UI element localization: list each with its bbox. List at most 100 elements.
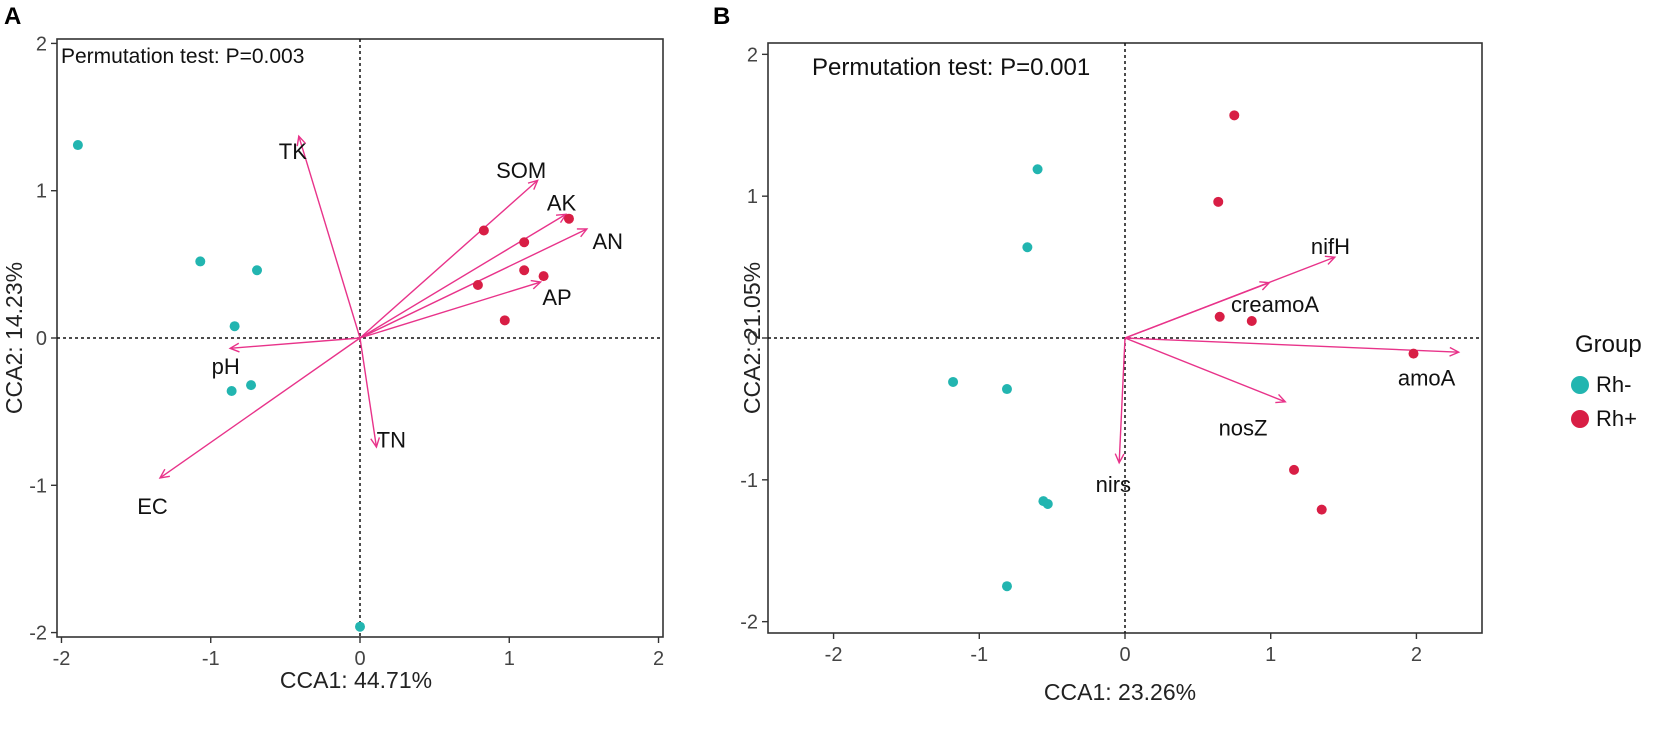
legend-label-rh-plus: Rh+ [1596, 406, 1637, 431]
vector-nosz-label-b: nosZ [1219, 415, 1268, 440]
y-tick-label-a: 2 [36, 33, 47, 55]
point-rh-plus-b [1316, 504, 1327, 515]
x-tick-label-a: 2 [653, 648, 664, 670]
permutation-test-label-b: Permutation test: P=0.001 [812, 54, 1090, 81]
vector-ap-a [359, 281, 541, 339]
vector-ph-a [230, 337, 361, 350]
point-rh-minus-b [1032, 164, 1043, 175]
vector-amoa-head-b [1449, 346, 1461, 357]
y-tick-label-a: -1 [29, 475, 47, 497]
vector-som-label-a: SOM [496, 158, 546, 183]
permutation-test-label-a: Permutation test: P=0.003 [61, 45, 304, 68]
vector-tk-label-a: TK [279, 139, 307, 164]
point-rh-plus-a [519, 237, 530, 248]
x-tick-label-a: -2 [53, 648, 71, 670]
point-rh-minus-b [1001, 581, 1012, 592]
vector-ak-label-a: AK [547, 190, 577, 215]
vector-amoa-b [1124, 337, 1459, 353]
point-rh-minus-b [1042, 498, 1053, 509]
vector-ph-head-a [228, 342, 240, 353]
point-rh-minus-b [948, 376, 959, 387]
point-rh-plus-a [478, 225, 489, 236]
vector-ak-head-a [555, 213, 568, 224]
point-rh-plus-b [1213, 196, 1224, 207]
legend-marker-rh-minus [1571, 376, 1589, 394]
vector-ec-head-a [158, 468, 170, 479]
point-rh-minus-a [229, 321, 240, 332]
point-rh-plus-a [519, 265, 530, 276]
point-rh-plus-a [499, 315, 510, 326]
point-rh-plus-b [1229, 110, 1240, 121]
point-rh-minus-a [252, 265, 263, 276]
x-tick-label-a: 1 [504, 648, 515, 670]
vector-nirs-label-b: nirs [1096, 472, 1131, 497]
point-rh-minus-b [1001, 384, 1012, 395]
y-axis-label-b: CCA2: 21.05% [739, 262, 765, 414]
vector-tn-a [359, 337, 378, 448]
point-rh-minus-a [355, 621, 365, 632]
x-tick-label-a: -1 [202, 648, 220, 670]
vector-ec-a [159, 337, 361, 479]
y-tick-label-b: -1 [740, 470, 758, 492]
vector-ak-a [359, 213, 567, 339]
vector-creamoa-b [1124, 282, 1270, 339]
vector-ap-label-a: AP [542, 285, 571, 310]
vector-som-a [359, 179, 539, 339]
point-rh-minus-b [1022, 242, 1033, 253]
point-rh-minus-a [195, 256, 206, 267]
vector-nirs-b [1118, 337, 1126, 463]
point-rh-minus-a [72, 140, 83, 151]
vector-amoa-label-b: amoA [1398, 366, 1456, 391]
vector-ap-head-a [530, 279, 543, 290]
vector-tn-label-a: TN [377, 428, 406, 453]
legend-label-rh-minus: Rh- [1596, 372, 1631, 397]
y-tick-label-a: 0 [36, 328, 47, 350]
panel-a-letter: A [4, 3, 21, 30]
vector-creamoa-head-b [1259, 281, 1271, 291]
panel-b-letter: B [713, 3, 730, 30]
x-tick-label-a: 0 [354, 648, 365, 670]
vector-ph-label-a: pH [212, 354, 240, 379]
legend: Group Rh- Rh+ [1571, 331, 1642, 431]
vector-creamoa-label-b: creamoA [1231, 292, 1319, 317]
vector-som-head-a [527, 179, 539, 190]
legend-marker-rh-plus [1571, 410, 1589, 428]
cca-plot-a: -2 -1 0 1 2 -2 -1 0 1 2 CCA1: 44.71% CCA2: 14.23% Pe… [1, 33, 664, 693]
x-axis-label-a: CCA1: 44.71% [280, 667, 432, 693]
y-tick-label-b: -2 [740, 612, 758, 634]
x-tick-label-b: 1 [1265, 644, 1276, 666]
vector-nifh-label-b: nifH [1311, 234, 1350, 259]
vector-ec-label-a: EC [137, 494, 168, 519]
legend-title: Group [1575, 331, 1642, 358]
cca-plot-b: -2 -1 0 1 2 -2 -1 0 1 2 CCA1: 23.26% CCA2: 21.05% Pe… [739, 42, 1483, 705]
vector-nosz-b [1124, 337, 1286, 403]
vector-nifh-head-b [1324, 255, 1337, 265]
y-axis-label-a: CCA2: 14.23% [1, 262, 27, 414]
point-rh-minus-a [226, 386, 237, 397]
y-tick-label-b: 2 [747, 44, 758, 66]
point-rh-plus-b [1214, 311, 1225, 322]
y-tick-label-a: -2 [29, 623, 47, 645]
vector-tk-head-a [296, 134, 307, 147]
point-rh-plus-a [563, 213, 574, 224]
point-rh-plus-b [1246, 315, 1257, 326]
vector-tk-a [298, 136, 361, 339]
y-tick-label-b: 0 [747, 328, 758, 350]
x-tick-label-b: -2 [825, 644, 843, 666]
x-tick-label-b: 2 [1411, 644, 1422, 666]
point-rh-plus-b [1408, 348, 1419, 359]
y-tick-label-b: 1 [747, 186, 758, 208]
vector-an-label-a: AN [592, 229, 623, 254]
point-rh-minus-a [246, 380, 257, 391]
vector-nirs-head-b [1114, 453, 1125, 465]
point-rh-plus-a [538, 271, 549, 282]
x-tick-label-b: -1 [970, 644, 988, 666]
vector-tn-head-a [370, 437, 381, 449]
x-tick-label-b: 0 [1119, 644, 1130, 666]
point-rh-plus-b [1289, 464, 1300, 475]
y-tick-label-a: 1 [36, 181, 47, 203]
point-rh-plus-a [472, 279, 483, 290]
vector-an-head-a [576, 228, 589, 238]
vector-nosz-head-b [1275, 393, 1287, 404]
